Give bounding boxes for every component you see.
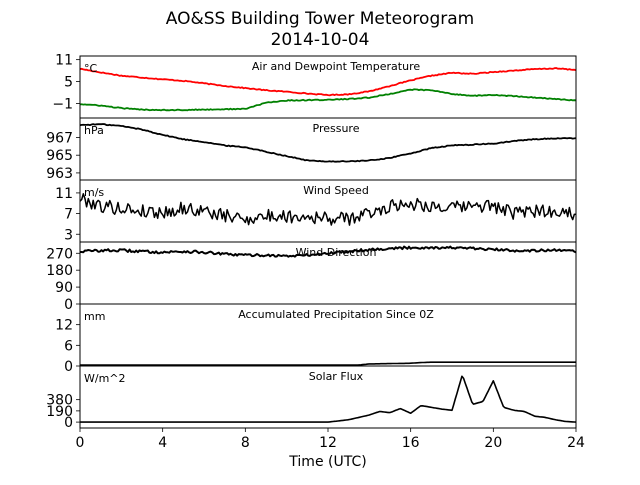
x-tick-label: 8 — [241, 435, 250, 451]
panel-unit-label: W/m^2 — [84, 372, 126, 385]
series-line — [79, 123, 577, 163]
y-tick-label: 0 — [64, 297, 73, 313]
x-tick-label: 20 — [484, 435, 502, 451]
y-tick-label: 190 — [46, 404, 73, 420]
y-tick-label: 180 — [46, 263, 73, 279]
panel-unit-label: hPa — [84, 124, 104, 137]
figure-date: 2014-10-04 — [271, 30, 370, 50]
x-tick-label: 16 — [402, 435, 420, 451]
panel-title: Air and Dewpoint Temperature — [252, 60, 420, 73]
series-line — [79, 193, 577, 226]
y-tick-label: 380 — [46, 393, 73, 409]
x-tick-label: 0 — [76, 435, 85, 451]
y-tick-label: 965 — [46, 148, 73, 164]
y-tick-label: 90 — [55, 280, 73, 296]
series-line — [80, 245, 577, 258]
panel-title: Pressure — [313, 122, 360, 135]
y-tick-label: 12 — [55, 318, 73, 334]
panels: 11 5 −1 Air and Dewpoint Temperature °C 967 96… — [46, 53, 585, 451]
x-tick-label: 4 — [158, 435, 167, 451]
x-tick-label: 12 — [319, 435, 337, 451]
y-tick-label: 0 — [64, 359, 73, 375]
panel-unit-label: mm — [84, 310, 105, 323]
panel-title: Accumulated Precipitation Since 0Z — [238, 308, 434, 321]
y-tick-label: −1 — [52, 96, 73, 112]
panel-5: 12 6 0 Accumulated Precipitation Since 0Z mm — [55, 303, 577, 375]
panel-title: Wind Speed — [303, 184, 369, 197]
x-tick-label: 24 — [567, 435, 585, 451]
series-line — [79, 88, 577, 112]
x-axis: 0 4 8 12 16 20 24 — [76, 428, 585, 451]
y-tick-label: 270 — [46, 246, 73, 262]
y-tick-label: 3 — [64, 227, 73, 243]
y-tick-label: 967 — [46, 130, 73, 146]
y-tick-label: 5 — [64, 75, 73, 91]
y-tick-label: 11 — [55, 186, 73, 202]
series-line — [80, 361, 576, 366]
series-line — [80, 375, 577, 423]
y-tick-label: 0 — [64, 415, 73, 431]
panel-unit-label: m/s — [84, 186, 104, 199]
series-line — [79, 67, 577, 97]
x-axis-label: Time (UTC) — [288, 454, 366, 470]
panel-title: Wind Direction — [296, 246, 377, 259]
y-tick-label: 11 — [55, 53, 73, 69]
figure-title: AO&SS Building Tower Meteorogram — [166, 9, 474, 29]
panel-title: Solar Flux — [309, 370, 364, 383]
y-tick-label: 6 — [64, 338, 73, 354]
y-tick-label: 7 — [64, 207, 73, 223]
panel-unit-label: °C — [84, 62, 98, 75]
y-tick-label: 963 — [46, 166, 73, 182]
